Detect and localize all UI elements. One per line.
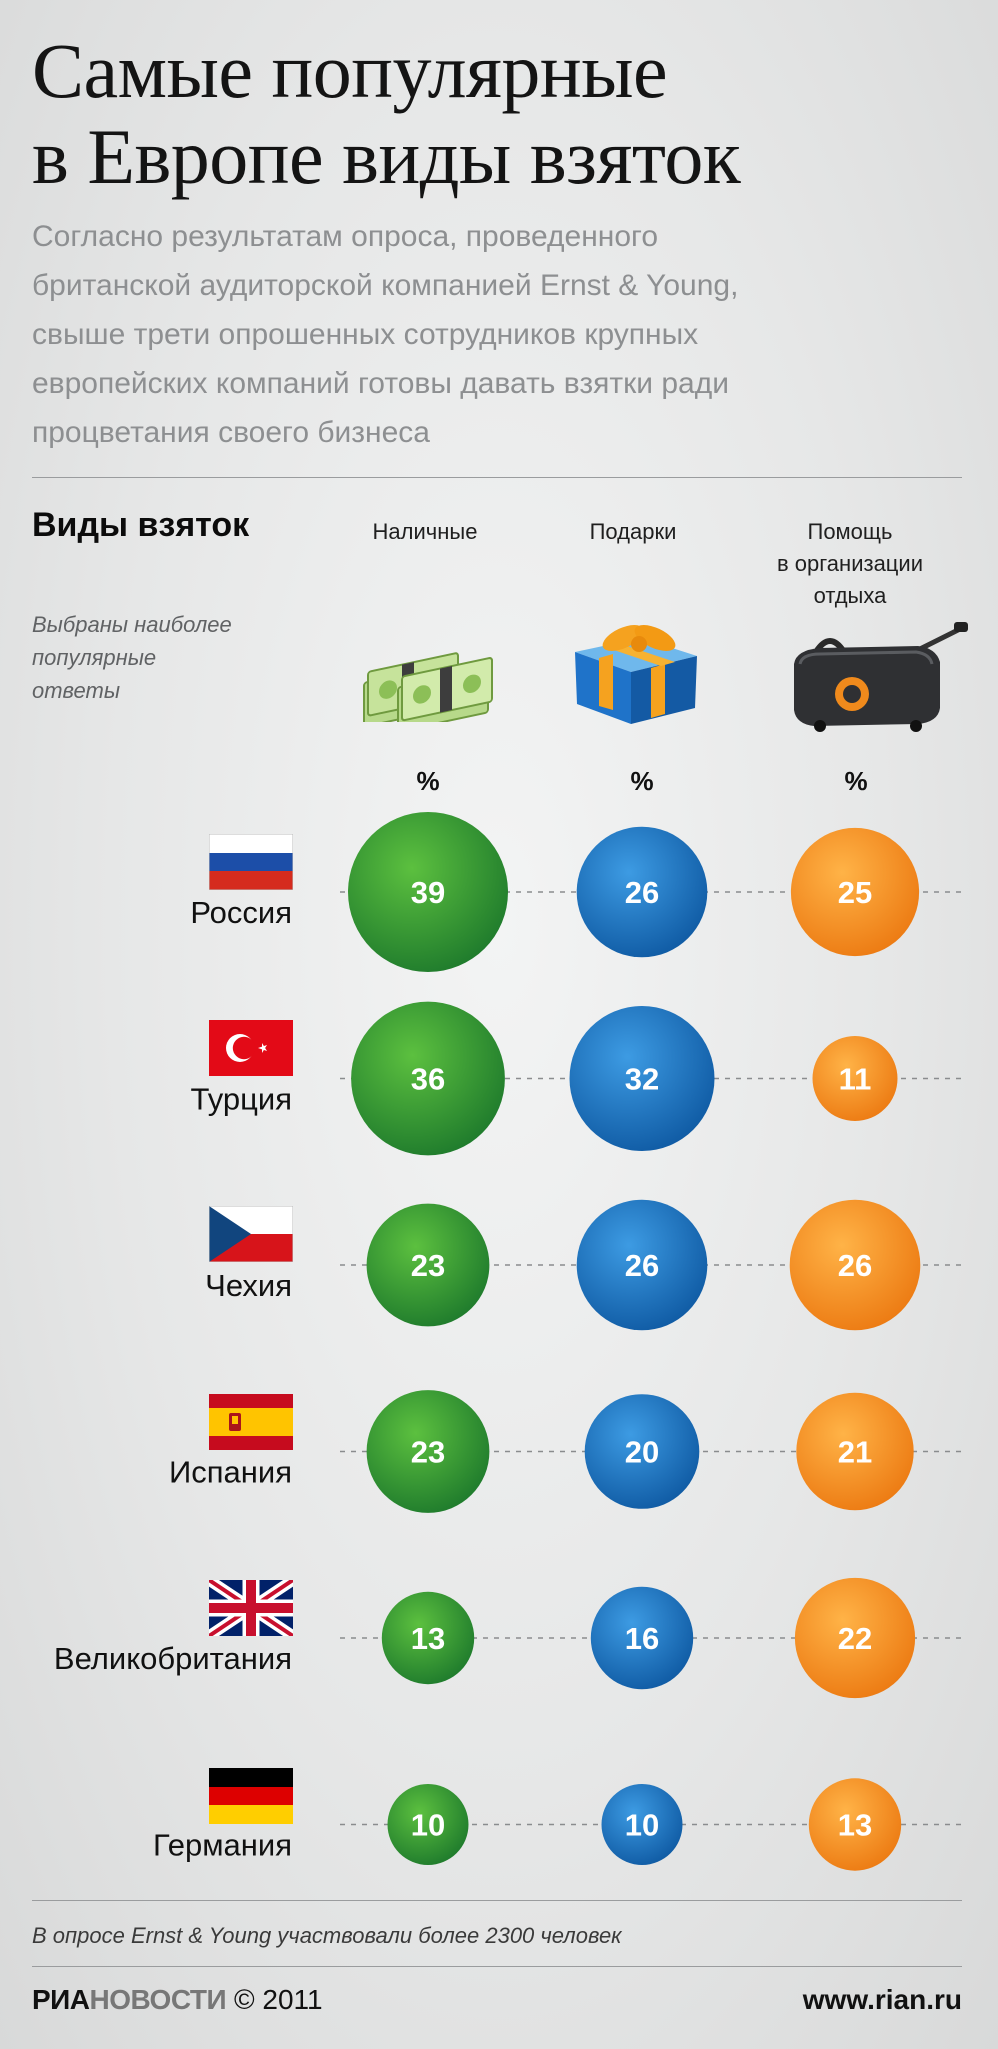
bubble-cash <box>366 1203 490 1327</box>
bubble-cash <box>387 1784 469 1865</box>
czech-flag-icon <box>209 1206 293 1262</box>
footnote: В опросе Ernst & Young участвовали более… <box>32 1923 622 1948</box>
column-header-gifts: Подарки <box>589 519 677 544</box>
value-label-vacation: 26 <box>838 1248 872 1283</box>
unit-label-cash: % <box>416 766 440 796</box>
cash-icon <box>363 652 493 722</box>
bubble-cash <box>381 1591 475 1685</box>
travel-bag-icon <box>794 622 968 732</box>
bubble-gifts <box>590 1586 694 1690</box>
section-note: Выбраны наиболее популярные ответы <box>32 612 232 703</box>
top-divider <box>32 477 962 478</box>
value-label-cash: 23 <box>411 1248 445 1283</box>
column-header-vacation: Помощь в организации отдыха <box>777 519 923 608</box>
value-label-cash: 23 <box>411 1435 445 1470</box>
column-header-cash: Наличные <box>372 519 478 544</box>
bubble-gifts <box>569 1006 715 1151</box>
spain-flag-icon <box>209 1394 293 1450</box>
bubble-cash <box>366 1390 490 1513</box>
bubble-cash <box>351 1001 505 1156</box>
value-label-vacation: 22 <box>838 1621 872 1656</box>
value-label-cash: 10 <box>411 1808 445 1843</box>
russia-flag-icon <box>209 834 293 890</box>
bubble-vacation <box>794 1577 916 1699</box>
site-url[interactable]: www.rian.ru <box>802 1984 962 2015</box>
value-label-cash: 36 <box>411 1062 445 1097</box>
bottom-divider-2 <box>32 1966 962 1967</box>
value-label-vacation: 21 <box>838 1435 872 1470</box>
germany-flag-icon <box>209 1768 293 1824</box>
brand-part1: РИА <box>32 1984 90 2015</box>
bubble-vacation <box>790 827 920 957</box>
bubble-gifts <box>576 1199 708 1331</box>
value-label-cash: 39 <box>411 875 445 910</box>
value-label-gifts: 32 <box>625 1062 659 1097</box>
bubble-gifts <box>601 1784 683 1865</box>
bubble-cash <box>348 812 508 972</box>
country-label: Россия <box>190 895 292 930</box>
value-label-gifts: 20 <box>625 1435 659 1470</box>
value-label-gifts: 16 <box>625 1621 659 1656</box>
value-label-gifts: 26 <box>625 1248 659 1283</box>
country-label: Турция <box>191 1082 292 1117</box>
bottom-divider-1 <box>32 1900 962 1901</box>
bubble-gifts <box>576 826 708 958</box>
copyright: © 2011 <box>234 1984 323 2015</box>
bubble-vacation <box>789 1199 921 1331</box>
value-label-vacation: 11 <box>839 1062 872 1097</box>
country-label: Великобритания <box>54 1641 292 1676</box>
country-label: Испания <box>169 1455 292 1490</box>
unit-label-vacation: % <box>844 766 868 796</box>
section-title: Виды взяток <box>32 506 250 544</box>
uk-flag-icon <box>209 1580 293 1636</box>
value-label-gifts: 10 <box>625 1808 659 1843</box>
brand-part2: НОВОСТИ <box>89 1984 227 2015</box>
value-label-cash: 13 <box>411 1621 445 1656</box>
bubble-chart: Россия 39 26 25 Турция 36 32 11 Чехия 23 26 26 Испан… <box>54 812 965 1871</box>
value-label-vacation: 13 <box>838 1808 872 1843</box>
country-label: Чехия <box>205 1268 292 1303</box>
page-subtitle: Согласно результатам опроса, проведенног… <box>32 220 739 449</box>
value-label-gifts: 26 <box>625 875 659 910</box>
unit-label-gifts: % <box>630 766 654 796</box>
bubble-vacation <box>812 1036 898 1121</box>
bubble-vacation <box>796 1392 914 1511</box>
bubble-gifts <box>584 1394 700 1509</box>
turkey-flag-icon <box>209 1020 293 1076</box>
country-label: Германия <box>153 1828 292 1863</box>
brand-logo: РИАНОВОСТИ <box>32 1984 227 2016</box>
value-label-vacation: 25 <box>838 875 872 910</box>
bubble-vacation <box>808 1778 902 1871</box>
page-title: Самые популярные в Европе виды взяток <box>32 27 741 200</box>
gift-icon <box>575 625 697 724</box>
